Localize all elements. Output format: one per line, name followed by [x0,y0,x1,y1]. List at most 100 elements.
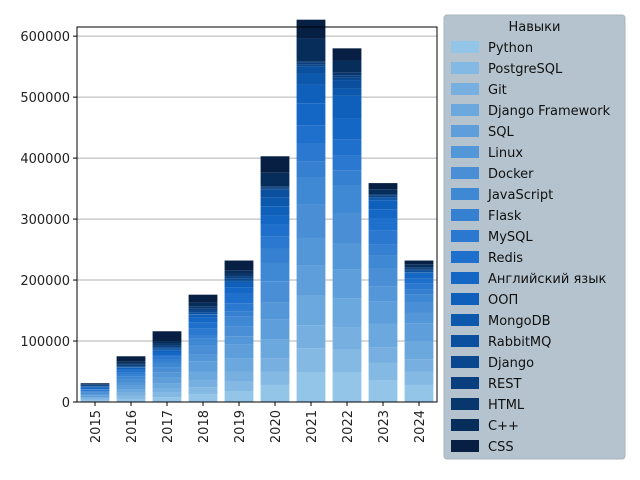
bar-segment [116,389,146,393]
bar-segment [404,270,434,273]
bar-segment [404,268,434,270]
bar-segment [188,302,218,307]
bar-segment [260,215,290,225]
plot-frame [76,26,438,403]
bar-segment [404,302,434,313]
bar-segment [80,389,110,390]
bar-segment [116,364,146,367]
bar-segment [260,371,290,385]
bar-segment [152,388,182,393]
legend-label: REST [488,377,521,392]
legend-items: Python PostgreSQL Git Django Framework SQL Li… [451,41,611,455]
bar-segment [188,294,218,303]
bar-segment [332,349,362,373]
bar-segment [116,363,146,365]
bar-segment [368,323,398,348]
bar-segment [224,282,254,288]
bar-segment [260,197,290,207]
bar-segment [224,311,254,317]
y-axis: 0 100000 200000 300000 400000 500000 600000 [20,30,77,411]
legend-label: Английский язык [488,272,606,287]
bar-segment [332,155,362,171]
bar-segment [116,361,146,364]
bar-segment [116,382,146,386]
bar-segment [404,371,434,385]
x-tick-label: 2016 [125,410,140,443]
bar-segment [80,383,110,385]
bar-segment [332,372,362,402]
bar-segment [332,95,362,119]
bar-segment [80,387,110,390]
bar-segment [224,280,254,282]
bar-segment [296,103,326,126]
legend-label: ООП [488,293,518,308]
bar-segment [116,366,146,367]
bar-segment [332,48,362,61]
bar-segment [368,197,398,199]
bar-segment [368,183,398,190]
bar-segment [188,328,218,336]
bar-segment [404,359,434,372]
bar-segment [404,269,434,271]
bar-segment [368,194,398,196]
bar-segment [332,60,362,73]
bar-segment [116,369,146,371]
bar-segment [188,354,218,362]
bar-segment [404,267,434,269]
bar-segment [296,265,326,296]
legend-swatch [451,83,479,95]
bar-segment [224,371,254,382]
legend-swatch [451,272,479,284]
x-axis: 2015 2016 2017 2018 2019 2020 2021 2022 2023 2024 [89,402,428,443]
legend-label: HTML [488,398,525,413]
bar-segment [152,397,182,402]
x-tick-label: 2022 [341,410,356,443]
bar-segment [116,367,146,370]
bar-segment [80,391,110,392]
bar-segment [368,255,398,269]
bar-segment [152,349,182,351]
bar-segment [224,326,254,337]
legend-swatch [451,251,479,263]
bar-segment [368,189,398,195]
bar-segment [80,386,110,388]
bar-segment [332,185,362,213]
bar-segment [80,386,110,387]
bar-segment [296,73,326,85]
bar-segment [224,336,254,345]
bar-segment [296,143,326,162]
bar-segment [260,281,290,303]
legend-label: PostgreSQL [488,62,563,77]
bar-segment [332,269,362,299]
legend-label: CSS [488,440,514,455]
bar-segment [152,355,182,357]
bar-segment [116,370,146,373]
bar-segment [80,391,110,393]
legend-label: Django Framework [488,104,611,119]
bar-segment [368,347,398,363]
bar-segment [368,268,398,287]
bar-segment [260,262,290,282]
bar-segment [260,384,290,402]
legend-swatch [451,167,479,179]
bar-segment [404,341,434,360]
legend-label: JavaScript [487,188,553,203]
bar-segment [368,196,398,198]
bar-segment [224,276,254,279]
bar-segment [152,372,182,378]
bars [80,19,434,402]
bar-segment [260,302,290,320]
bar-segment [368,198,398,201]
bar-segment [152,345,182,348]
legend-label: Flask [488,209,522,224]
bar-segment [332,77,362,81]
legend-swatch [451,209,479,221]
bar-segment [260,339,290,359]
bar-segment [332,243,362,270]
bar-segment [224,344,254,359]
bar-segment [224,287,254,294]
bar-segment [260,248,290,263]
bar-segment [296,64,326,67]
legend-swatch [451,188,479,200]
legend-label: Linux [488,146,523,161]
